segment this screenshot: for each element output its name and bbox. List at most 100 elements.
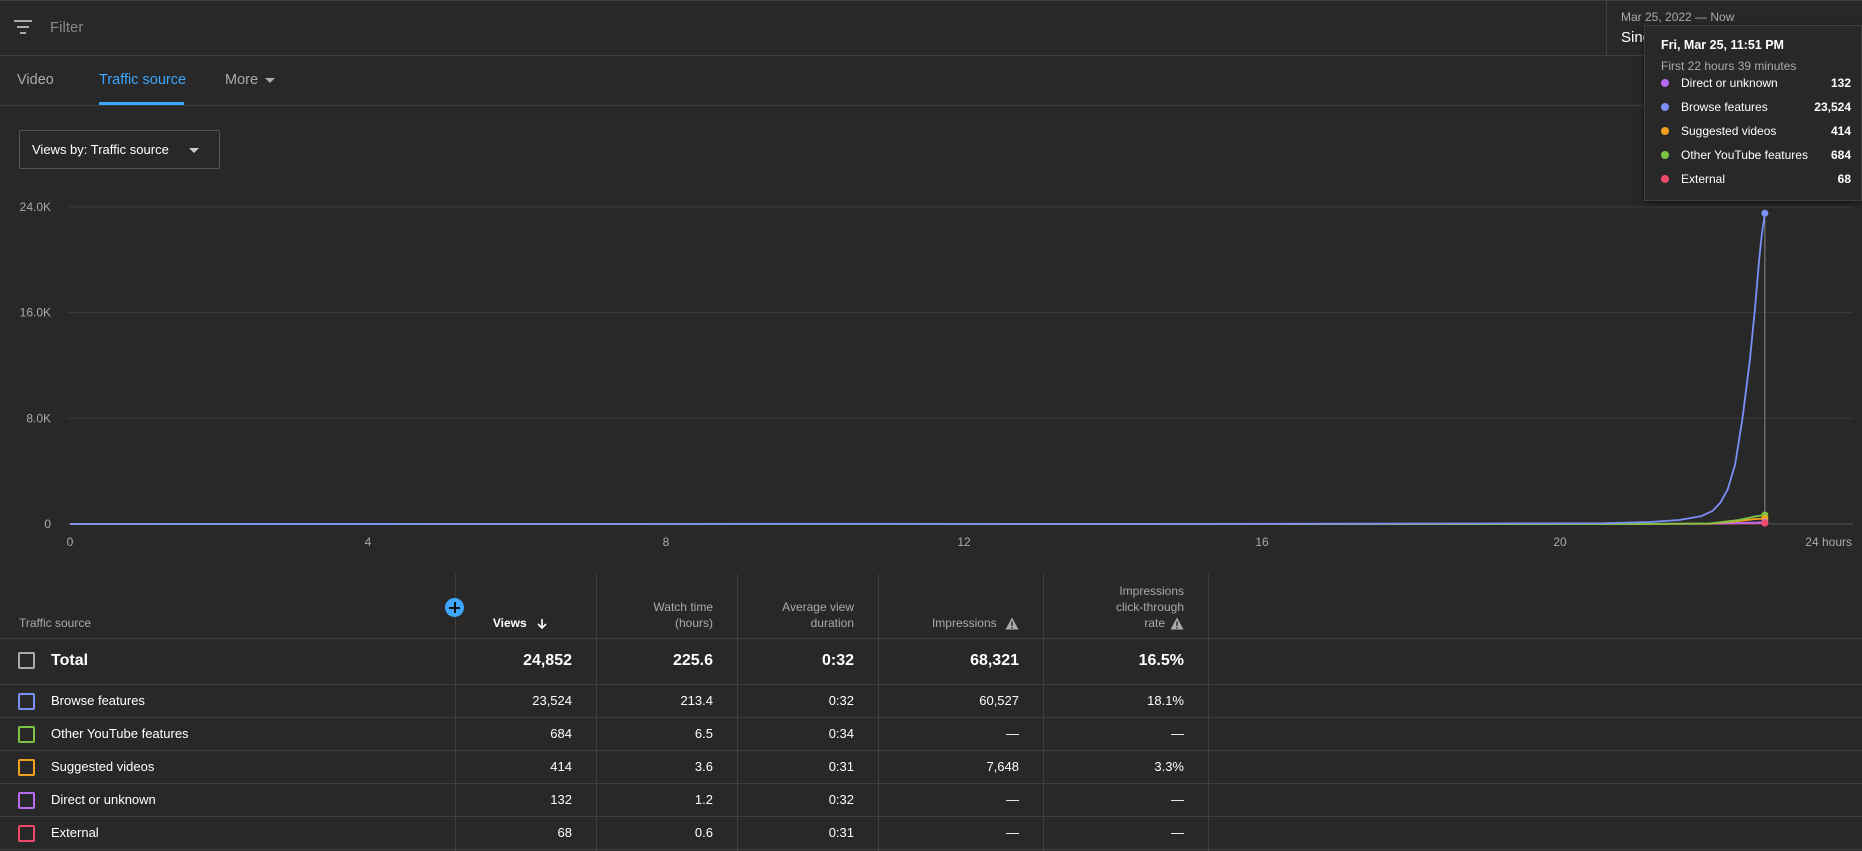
cell-avg-duration: 0:31 [828, 759, 854, 774]
header-avg-duration[interactable]: Average view duration [782, 599, 854, 631]
y-tick-label: 24.0K [20, 200, 51, 214]
traffic-source-label[interactable]: Suggested videos [51, 759, 155, 774]
filter-bar: Filter Mar 25, 2022 — Now Sinc [0, 0, 1862, 57]
date-range-text: Mar 25, 2022 — Now [1621, 10, 1735, 24]
traffic-source-label[interactable]: Other YouTube features [51, 726, 189, 741]
tooltip-row-value: 414 [1830, 124, 1851, 138]
total-ctr: 16.5% [1138, 652, 1184, 669]
tooltip-row-label: Browse features [1681, 100, 1768, 114]
header-views-label: Views [492, 616, 527, 630]
tab-video[interactable]: Video [17, 72, 54, 88]
tooltip-row: Browse features 23,524 [1661, 99, 1851, 117]
total-watch-time: 225.6 [672, 652, 713, 669]
header-watch-time-line2: (hours) [674, 616, 713, 630]
total-checkbox[interactable] [18, 652, 35, 669]
cell-views: 68 [557, 825, 572, 840]
row-checkbox[interactable] [18, 825, 35, 842]
header-ctr-line3: rate [1144, 616, 1165, 630]
x-tick-label: 0 [67, 535, 74, 549]
cell-views: 684 [550, 726, 572, 741]
header-traffic-source[interactable]: Traffic source [19, 616, 92, 630]
cell-avg-duration: 0:32 [828, 792, 854, 807]
warning-icon[interactable] [1005, 617, 1019, 630]
tooltip-row: Suggested videos 414 [1661, 123, 1851, 141]
cell-ctr: 18.1% [1147, 693, 1184, 708]
date-range-value: Sinc [1621, 29, 1651, 46]
cell-ctr: 3.3% [1154, 759, 1184, 774]
active-tab-indicator [99, 102, 184, 105]
x-tick-label: 20 [1553, 535, 1567, 549]
cell-views: 414 [550, 759, 572, 774]
tooltip-row-label: Direct or unknown [1681, 76, 1778, 90]
tab-more-label: More [225, 72, 259, 88]
cell-impressions: — [1006, 726, 1019, 741]
header-ctr-line1: Impressions [1119, 584, 1184, 598]
total-views: 24,852 [523, 652, 572, 669]
tab-traffic-source[interactable]: Traffic source [99, 72, 187, 88]
cell-impressions: — [1006, 792, 1019, 807]
cell-ctr: — [1171, 726, 1184, 741]
tooltip-row-value: 684 [1830, 148, 1851, 162]
chart-tooltip: Fri, Mar 25, 11:51 PM First 22 hours 39 … [1644, 25, 1862, 201]
series-dot [1661, 103, 1669, 111]
tooltip-row-label: External [1681, 172, 1726, 186]
traffic-source-label[interactable]: Browse features [51, 693, 145, 708]
tooltip-subtitle: First 22 hours 39 minutes [1661, 59, 1797, 73]
cell-watch-time: 0.6 [694, 825, 713, 840]
tab-bar: Video Traffic source More [0, 56, 1862, 106]
row-checkbox[interactable] [18, 792, 35, 809]
header-avg-duration-line1: Average view [782, 600, 854, 614]
row-checkbox[interactable] [18, 759, 35, 776]
cell-watch-time: 1.2 [694, 792, 713, 807]
tab-more[interactable]: More [225, 72, 276, 88]
cell-ctr: — [1171, 792, 1184, 807]
header-ctr[interactable]: Impressions click-through rate [1116, 583, 1184, 631]
views-by-label: Views by: Traffic source [32, 142, 169, 157]
traffic-source-label[interactable]: External [51, 825, 99, 840]
cell-watch-time: 3.6 [694, 759, 713, 774]
header-impressions[interactable]: Impressions [932, 615, 1019, 631]
y-tick-label: 8.0K [26, 411, 51, 425]
header-views[interactable]: Views [493, 615, 548, 631]
y-tick-label: 0 [44, 517, 51, 531]
x-tick-label: 24 hours [1805, 535, 1852, 549]
x-tick-label: 8 [663, 535, 670, 549]
header-watch-time[interactable]: Watch time (hours) [653, 599, 713, 631]
total-label: Total [51, 652, 89, 669]
cell-views: 132 [550, 792, 572, 807]
cell-avg-duration: 0:31 [828, 825, 854, 840]
views-by-dropdown[interactable]: Views by: Traffic source [19, 130, 220, 169]
row-checkbox[interactable] [18, 726, 35, 743]
tooltip-row-label: Other YouTube features [1681, 148, 1808, 162]
tooltip-row-value: 132 [1830, 76, 1851, 90]
tooltip-row: External 68 [1661, 171, 1851, 189]
traffic-source-label[interactable]: Direct or unknown [51, 792, 156, 807]
series-point [1761, 519, 1769, 527]
row-checkbox[interactable] [18, 693, 35, 710]
header-impressions-label: Impressions [931, 616, 997, 630]
total-avg-duration: 0:32 [821, 652, 854, 669]
tooltip-title: Fri, Mar 25, 11:51 PM [1661, 38, 1784, 52]
tooltip-row: Direct or unknown 132 [1661, 75, 1851, 93]
series-dot [1661, 79, 1669, 87]
header-ctr-line2: click-through [1115, 600, 1184, 614]
y-tick-label: 16.0K [20, 306, 51, 320]
cell-views: 23,524 [532, 693, 572, 708]
filter-input[interactable]: Filter [50, 19, 84, 36]
arrow-down-icon [537, 618, 547, 629]
tooltip-row-label: Suggested videos [1681, 124, 1777, 138]
cell-watch-time: 6.5 [694, 726, 713, 741]
date-range-picker[interactable]: Mar 25, 2022 — Now Sinc [1606, 1, 1862, 57]
series-line [69, 213, 1766, 525]
add-metric-button[interactable] [445, 598, 464, 617]
chevron-down-icon [265, 77, 276, 83]
cell-ctr: — [1171, 825, 1184, 840]
x-tick-label: 4 [365, 535, 372, 549]
warning-icon[interactable] [1170, 617, 1184, 630]
traffic-chart[interactable]: 0 8.0K 16.0K 24.0K 0 4 8 12 16 20 24 hours [0, 190, 1862, 562]
series-dot [1661, 127, 1669, 135]
cell-avg-duration: 0:34 [828, 726, 854, 741]
cell-avg-duration: 0:32 [828, 693, 854, 708]
header-avg-duration-line2: duration [810, 616, 854, 630]
filter-icon[interactable] [14, 20, 32, 34]
